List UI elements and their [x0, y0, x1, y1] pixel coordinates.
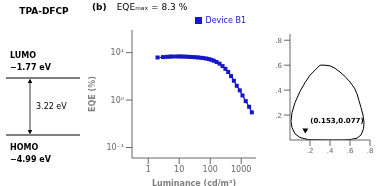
svg-text:Luminance (cd/m²): Luminance (cd/m²)	[152, 179, 236, 186]
svg-text:10⁻¹: 10⁻¹	[106, 143, 124, 152]
svg-text:10: 10	[174, 165, 184, 174]
svg-text:.2: .2	[307, 147, 314, 155]
svg-text:10¹: 10¹	[111, 48, 124, 57]
svg-text:.4: .4	[327, 147, 334, 155]
svg-text:LUMO: LUMO	[10, 51, 36, 60]
svg-text:(0.153,0.077): (0.153,0.077)	[310, 117, 363, 125]
svg-text:.8: .8	[367, 147, 370, 155]
html-text:(b): (b)	[92, 2, 107, 12]
svg-text:3.22 eV: 3.22 eV	[36, 102, 67, 111]
svg-text:EQE (%): EQE (%)	[88, 76, 97, 112]
svg-text:1000: 1000	[231, 165, 251, 174]
svg-text:−1.77 eV: −1.77 eV	[10, 63, 52, 72]
svg-text:−4.99 eV: −4.99 eV	[10, 155, 52, 164]
svg-text:.6: .6	[347, 147, 354, 155]
svg-text:.6: .6	[275, 62, 282, 70]
html-text:EQEₘₐₓ = 8.3 %: EQEₘₐₓ = 8.3 %	[116, 2, 188, 12]
svg-text:.2: .2	[275, 112, 282, 120]
svg-text:HOMO: HOMO	[10, 143, 38, 152]
svg-text:TPA-DFCP: TPA-DFCP	[19, 6, 69, 16]
svg-text:100: 100	[203, 165, 218, 174]
svg-text:1: 1	[146, 165, 151, 174]
html-text:Device B1: Device B1	[205, 16, 246, 25]
svg-text:10⁰: 10⁰	[111, 96, 124, 105]
svg-text:.8: .8	[275, 37, 282, 45]
svg-text:.4: .4	[275, 87, 282, 95]
